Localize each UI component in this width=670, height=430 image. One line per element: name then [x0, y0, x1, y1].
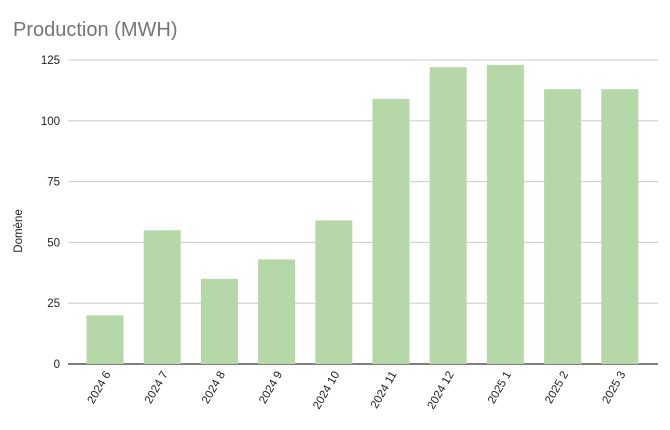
x-tick-label: 2025 2 — [543, 370, 571, 406]
bar-2024-10 — [315, 220, 353, 364]
x-tick-label: 2024 9 — [257, 370, 285, 406]
x-tick-label: 2024 8 — [200, 370, 228, 406]
bar-2025-3 — [601, 89, 639, 365]
bar-2024-6 — [86, 315, 124, 364]
bar-2025-2 — [544, 89, 582, 365]
y-tick-label: 125 — [41, 55, 60, 67]
bar-2024-8 — [200, 278, 238, 364]
y-tick-labels: 0 25 50 75 100 125 — [41, 55, 60, 371]
x-tick-label: 2024 11 — [369, 370, 400, 411]
y-tick-label: 75 — [47, 177, 60, 189]
x-tick-label: 2025 3 — [600, 370, 628, 406]
x-tick-label: 2024 7 — [143, 370, 171, 406]
x-tick-label: 2024 10 — [311, 370, 342, 412]
y-tick-label: 25 — [47, 298, 60, 310]
x-tick-label: 2024 12 — [426, 370, 457, 412]
bar-2024-9 — [258, 259, 296, 364]
bar-2024-7 — [143, 230, 181, 364]
y-axis-title: Domène — [13, 209, 25, 252]
y-tick-label: 50 — [47, 237, 60, 249]
chart-title: Production (MWH) — [13, 19, 178, 41]
bars — [86, 64, 639, 365]
x-tick-label: 2024 6 — [86, 370, 114, 406]
x-tick-label: 2025 1 — [486, 370, 514, 406]
x-tick-labels: 2024 6 2024 7 2024 8 2024 9 2024 10 2024 11 20… — [86, 370, 629, 412]
y-tick-label: 100 — [41, 116, 60, 128]
y-tick-label: 0 — [54, 359, 60, 371]
bar-2024-12 — [429, 67, 467, 365]
bar-2025-1 — [486, 64, 524, 364]
bar-2024-11 — [372, 98, 410, 365]
